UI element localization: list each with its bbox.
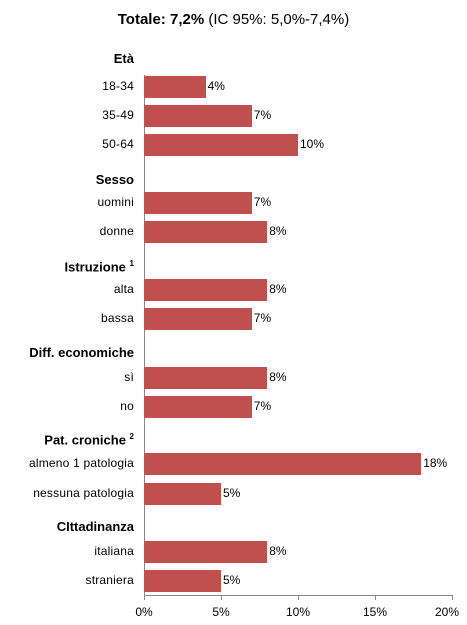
category-label: sì bbox=[124, 370, 134, 384]
y-axis-line bbox=[144, 75, 145, 595]
group-title: Sesso bbox=[95, 172, 134, 187]
bar bbox=[144, 221, 268, 243]
category-label: alta bbox=[113, 282, 134, 296]
category-label: 35-49 bbox=[102, 108, 134, 122]
bar bbox=[144, 134, 298, 156]
data-label: 7% bbox=[253, 108, 272, 122]
data-label: 7% bbox=[253, 399, 272, 413]
x-tick-mark bbox=[298, 595, 299, 600]
bar bbox=[144, 570, 221, 592]
x-tick-mark bbox=[452, 595, 453, 600]
category-label: no bbox=[120, 399, 134, 413]
bar bbox=[144, 192, 252, 214]
x-tick-mark bbox=[144, 595, 145, 600]
footnote-marker: 1 bbox=[129, 259, 134, 268]
group-title: Diff. economiche bbox=[29, 345, 134, 360]
category-label: nessuna patologia bbox=[33, 486, 134, 500]
bar bbox=[144, 483, 221, 505]
category-label: bassa bbox=[100, 311, 134, 325]
category-label: uomini bbox=[97, 195, 134, 209]
group-title: CIttadinanza bbox=[56, 519, 134, 534]
data-label: 8% bbox=[269, 224, 287, 238]
chart-title-bold: Totale: 7,2% bbox=[117, 11, 205, 28]
x-tick-mark bbox=[375, 595, 376, 600]
category-label: italiana bbox=[94, 544, 134, 558]
bar bbox=[144, 105, 252, 127]
footnote-marker: 2 bbox=[129, 432, 134, 441]
data-label: 5% bbox=[223, 573, 241, 587]
category-label: straniera bbox=[85, 573, 134, 587]
bar bbox=[144, 396, 252, 418]
x-tick-label: 15% bbox=[362, 605, 388, 619]
category-label: almeno 1 patologia bbox=[28, 456, 134, 470]
chart-title: Totale: 7,2% (IC 95%: 5,0%-7,4%) bbox=[0, 11, 467, 28]
data-label: 5% bbox=[223, 486, 241, 500]
bar bbox=[144, 453, 422, 475]
group-title: Istruzione 1 bbox=[64, 259, 134, 275]
data-label: 7% bbox=[253, 311, 272, 325]
data-label: 4% bbox=[207, 79, 225, 93]
category-label: 50-64 bbox=[102, 137, 134, 151]
group-title: Pat. croniche 2 bbox=[44, 432, 134, 448]
category-label: 18-34 bbox=[102, 79, 134, 93]
category-label: donne bbox=[99, 224, 134, 238]
bar bbox=[144, 541, 268, 563]
chart-title-rest: (IC 95%: 5,0%-7,4%) bbox=[204, 11, 350, 28]
x-tick-label: 5% bbox=[212, 605, 230, 619]
data-label: 10% bbox=[300, 137, 325, 151]
bar bbox=[144, 367, 268, 389]
data-label: 8% bbox=[269, 544, 287, 558]
group-title: Età bbox=[113, 51, 134, 66]
data-label: 7% bbox=[253, 195, 272, 209]
x-tick-label: 0% bbox=[135, 605, 153, 619]
x-tick-mark bbox=[221, 595, 222, 600]
data-label: 18% bbox=[423, 456, 448, 470]
x-tick-label: 10% bbox=[285, 605, 311, 619]
data-label: 8% bbox=[269, 370, 287, 384]
x-tick-label: 20% bbox=[434, 605, 460, 619]
bar bbox=[144, 308, 252, 330]
bar bbox=[144, 76, 206, 98]
bar bbox=[144, 279, 268, 301]
data-label: 8% bbox=[269, 282, 287, 296]
